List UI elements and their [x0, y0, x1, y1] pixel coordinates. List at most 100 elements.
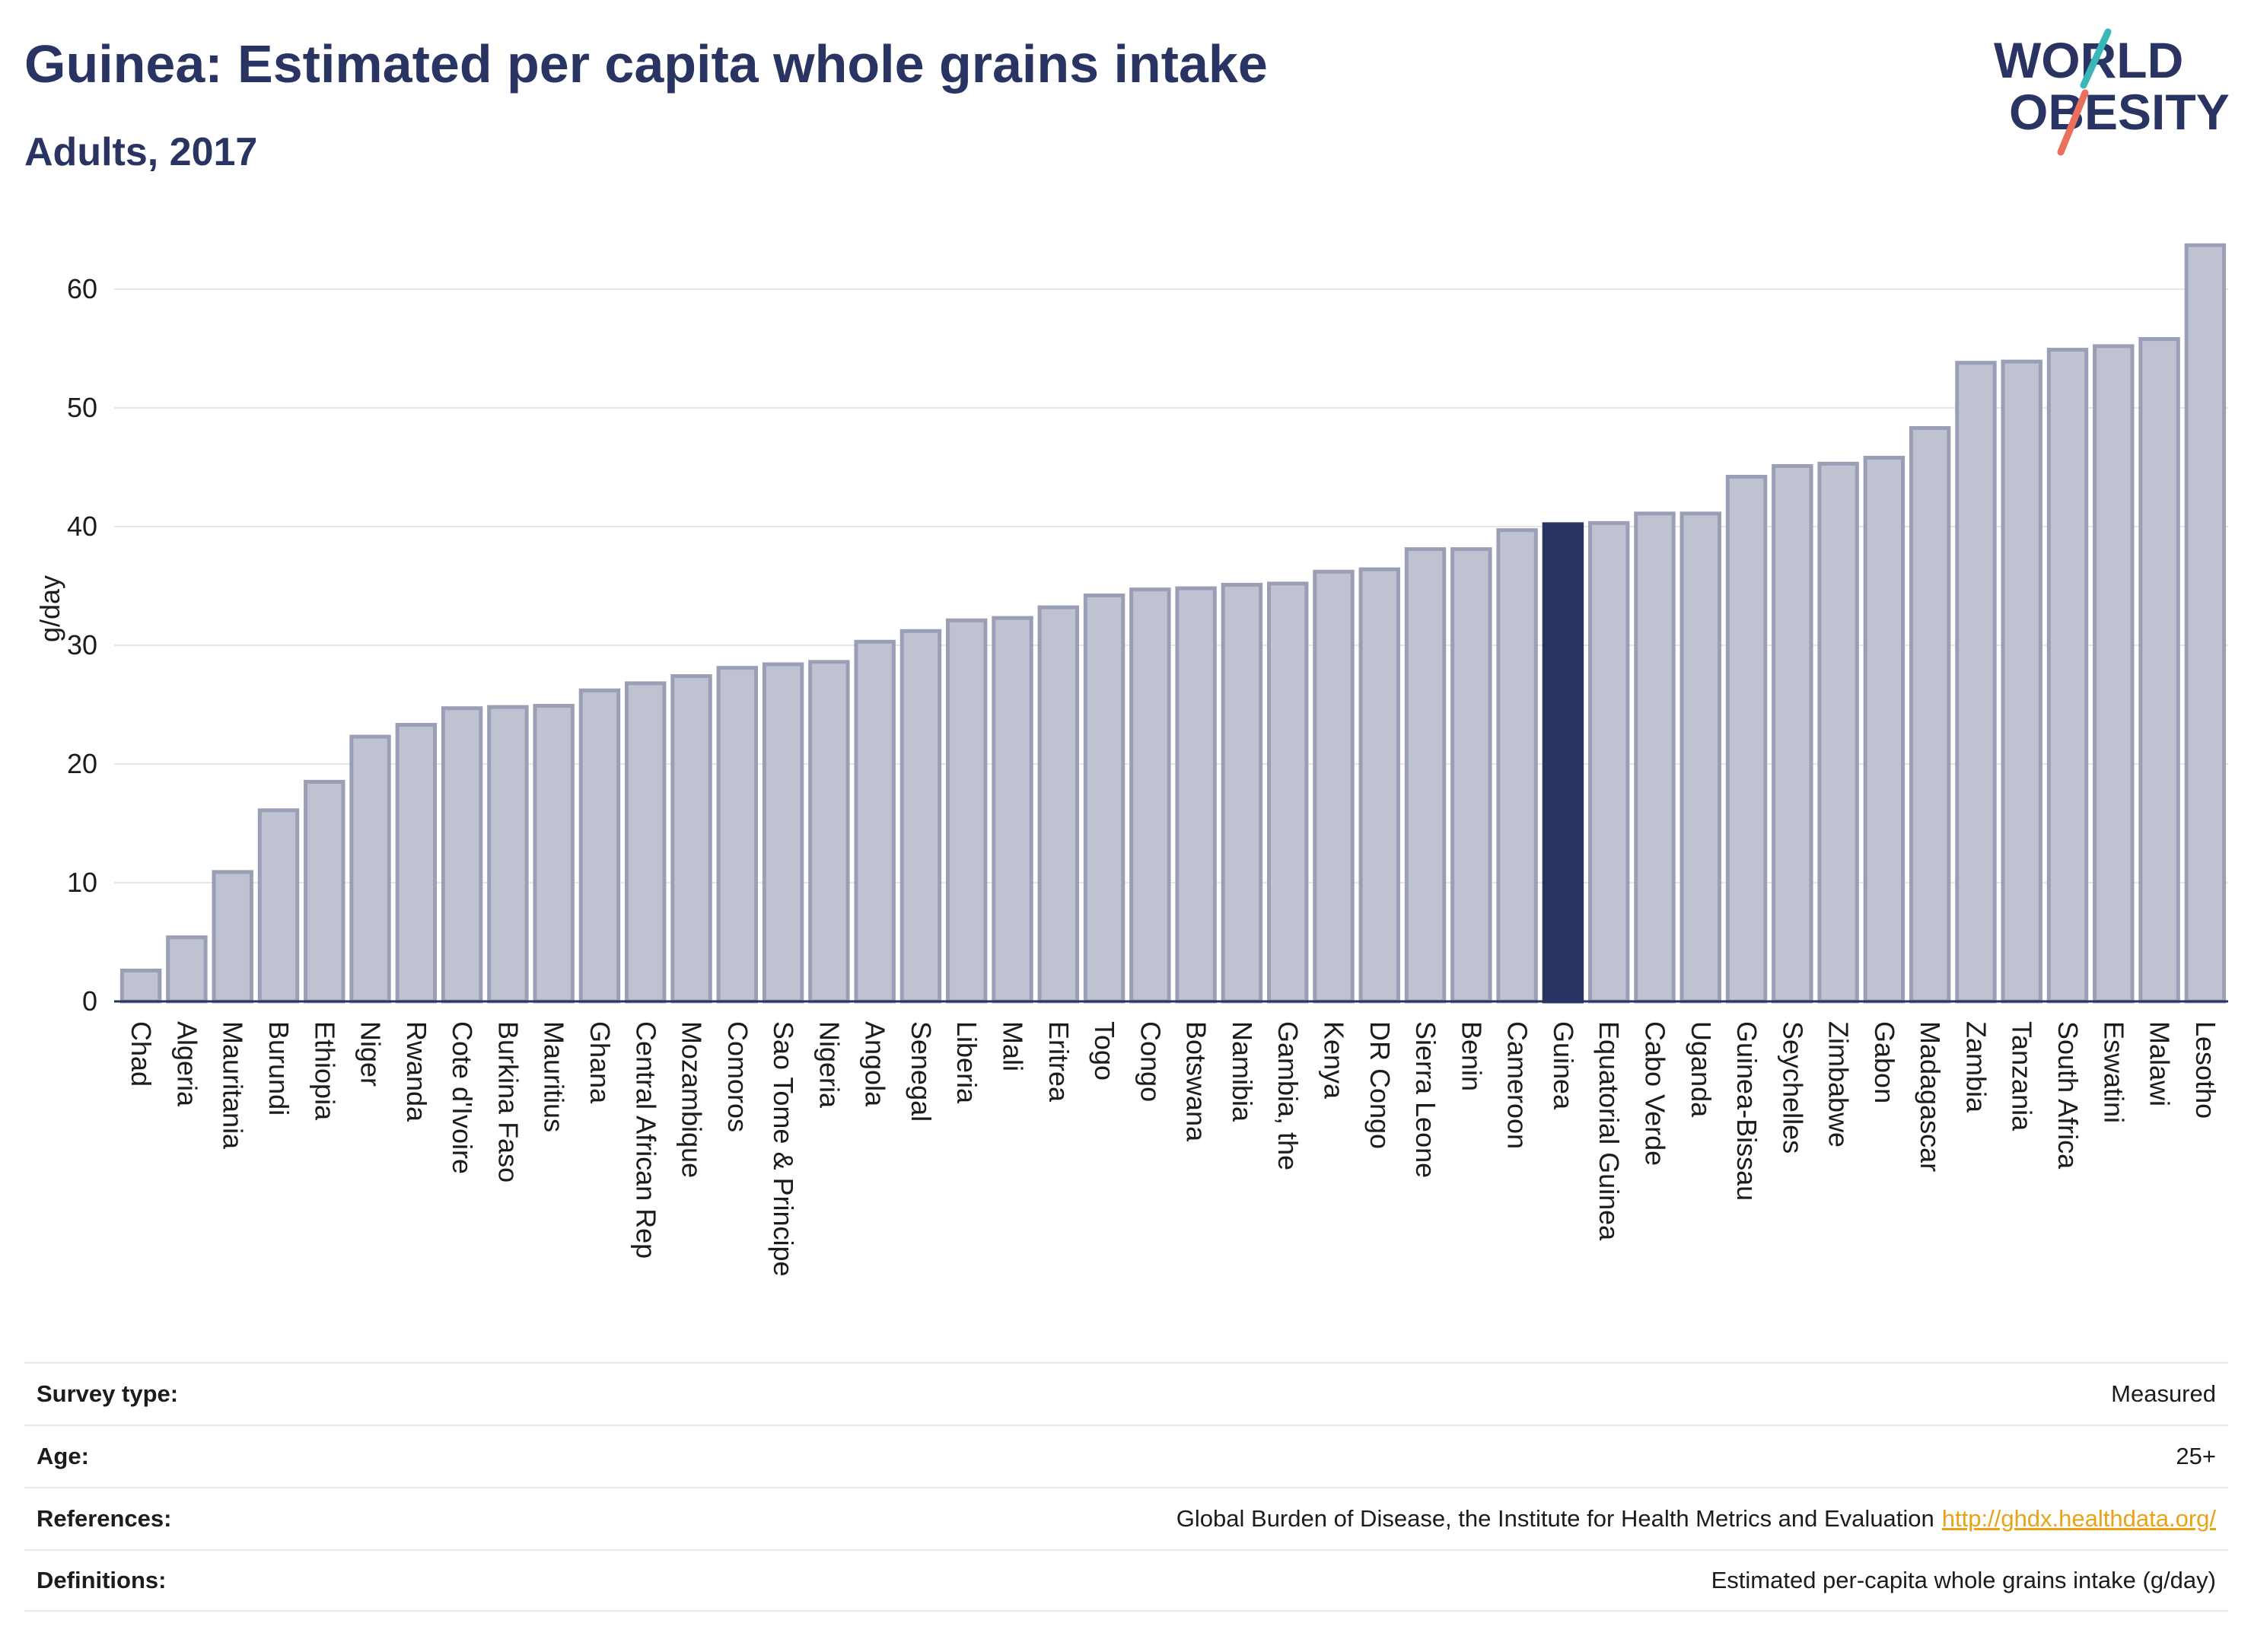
survey-type-value: Measured: [2111, 1380, 2216, 1407]
bar-niger: [349, 734, 391, 1004]
bar-nigeria: [808, 660, 850, 1004]
x-tick-label: Kenya: [1318, 1021, 1349, 1100]
x-tick-label: Mozambique: [677, 1021, 708, 1178]
bar-lesotho: [2184, 243, 2227, 1004]
age-label: Age:: [37, 1443, 89, 1469]
x-tick-label: Tanzania: [2007, 1021, 2038, 1132]
x-tick-label: Gabon: [1869, 1021, 1900, 1103]
bar-seychelles: [1772, 463, 1813, 1004]
bar-eritrea: [1037, 605, 1080, 1004]
bar-sierra-leone: [1404, 547, 1447, 1004]
bar-angola: [854, 639, 896, 1004]
logo-text-obesity: OBESITY: [2009, 84, 2230, 140]
x-tick-label: Burkina Faso: [492, 1021, 524, 1183]
x-tick-label: Cabo Verde: [1639, 1021, 1670, 1166]
info-row-age: Age: 25+: [24, 1424, 2228, 1487]
bars: [119, 243, 2227, 1004]
bar-mozambique: [670, 674, 712, 1004]
bar-gambia-the: [1266, 581, 1309, 1004]
bar-algeria: [166, 935, 208, 1004]
bar-south-africa: [2046, 348, 2089, 1004]
x-tick-label: DR Congo: [1364, 1021, 1396, 1149]
info-row-survey-type: Survey type: Measured: [24, 1362, 2228, 1424]
bar-madagascar: [1909, 426, 1951, 1004]
logo-slash-teal-icon: [2080, 28, 2112, 89]
info-row-definitions: Definitions: Estimated per-capita whole …: [24, 1549, 2228, 1612]
bar-ghana: [578, 688, 621, 1004]
y-tick-label: 0: [82, 985, 97, 1017]
y-tick-label: 40: [67, 511, 97, 542]
x-tick-label: Guinea: [1548, 1021, 1579, 1110]
y-axis-label: g/day: [34, 575, 65, 642]
bar-comoros: [716, 666, 759, 1004]
bar-eswatini: [2093, 344, 2135, 1004]
x-tick-label: Algeria: [171, 1021, 202, 1107]
definitions-label: Definitions:: [37, 1567, 167, 1593]
y-axis-ticks: 0 10 20 30 40 50 60: [67, 273, 97, 1017]
x-tick-label: Togo: [1089, 1021, 1120, 1081]
x-tick-label: Eritrea: [1043, 1021, 1075, 1103]
x-tick-label: Ethiopia: [309, 1021, 340, 1121]
bar-burundi: [257, 808, 300, 1004]
info-table: Survey type: Measured Age: 25+ Reference…: [24, 1362, 2228, 1612]
bar-zimbabwe: [1817, 461, 1859, 1004]
x-tick-label: Mauritius: [539, 1021, 570, 1132]
bar-dr-congo: [1358, 567, 1400, 1004]
bar-senegal: [899, 629, 942, 1004]
x-tick-label: Liberia: [951, 1021, 982, 1104]
references-link[interactable]: http://ghdx.healthdata.org/: [1941, 1505, 2216, 1532]
x-tick-label: Chad: [126, 1021, 157, 1087]
bar-kenya: [1313, 569, 1355, 1004]
x-tick-label: Ghana: [584, 1021, 616, 1104]
bar-ethiopia: [304, 779, 345, 1004]
references-text: Global Burden of Disease, the Institute …: [1176, 1505, 1934, 1532]
x-tick-label: Gambia, the: [1272, 1021, 1304, 1170]
x-tick-label: Equatorial Guinea: [1594, 1021, 1625, 1241]
bar-uganda: [1679, 511, 1721, 1004]
x-tick-label: Malawi: [2144, 1021, 2176, 1106]
bar-cote-d-ivoire: [441, 706, 483, 1004]
x-tick-label: Congo: [1135, 1021, 1166, 1102]
x-tick-label: Uganda: [1686, 1021, 1717, 1118]
x-tick-label: Central African Rep: [630, 1021, 661, 1259]
info-row-references: References: Global Burden of Disease, th…: [24, 1487, 2228, 1549]
bar-sao-tome-principe: [762, 662, 804, 1004]
bar-botswana: [1175, 586, 1217, 1004]
age-value: 25+: [2176, 1443, 2216, 1469]
bar-burkina-faso: [487, 705, 529, 1004]
bar-togo: [1083, 593, 1126, 1004]
bar-malawi: [2138, 337, 2180, 1004]
bar-central-african-rep: [625, 681, 667, 1004]
bar-mali: [992, 616, 1033, 1004]
y-tick-label: 10: [67, 867, 97, 898]
bar-chart: 0 10 20 30 40 50 60 g/day Chad Algeria Mauritani…: [34, 243, 2228, 1277]
bar-benin: [1450, 547, 1492, 1004]
x-tick-label: Burundi: [263, 1021, 295, 1116]
x-tick-label: Nigeria: [813, 1021, 845, 1109]
x-tick-label: Sierra Leone: [1410, 1021, 1441, 1178]
bar-equatorial-guinea: [1587, 520, 1630, 1004]
y-tick-label: 30: [67, 629, 97, 660]
x-tick-label: Guinea-Bissau: [1731, 1021, 1762, 1201]
bar-tanzania: [2001, 359, 2042, 1004]
references-value: Global Burden of Disease, the Institute …: [1176, 1505, 2216, 1533]
survey-type-label: Survey type:: [37, 1380, 179, 1407]
logo-slash-coral-icon: [2057, 89, 2089, 156]
bar-gabon: [1863, 456, 1906, 1004]
x-tick-label: Benin: [1456, 1021, 1487, 1091]
x-tick-label: Seychelles: [1777, 1021, 1808, 1154]
bar-mauritius: [533, 704, 575, 1004]
bar-zambia: [1955, 361, 1997, 1004]
y-tick-label: 50: [67, 392, 97, 423]
x-tick-label: South Africa: [2052, 1021, 2084, 1170]
x-tick-label: Lesotho: [2190, 1021, 2221, 1119]
chart-subtitle: Adults, 2017: [24, 130, 258, 174]
x-tick-label: Comoros: [722, 1021, 753, 1132]
x-tick-label: Mali: [998, 1021, 1029, 1071]
bar-mauritania: [212, 870, 253, 1004]
references-label: References:: [37, 1505, 172, 1532]
y-tick-label: 60: [67, 273, 97, 304]
x-tick-label: Botswana: [1181, 1021, 1212, 1142]
x-tick-label: Cameroon: [1502, 1021, 1533, 1149]
x-tick-label: Zimbabwe: [1823, 1021, 1855, 1147]
